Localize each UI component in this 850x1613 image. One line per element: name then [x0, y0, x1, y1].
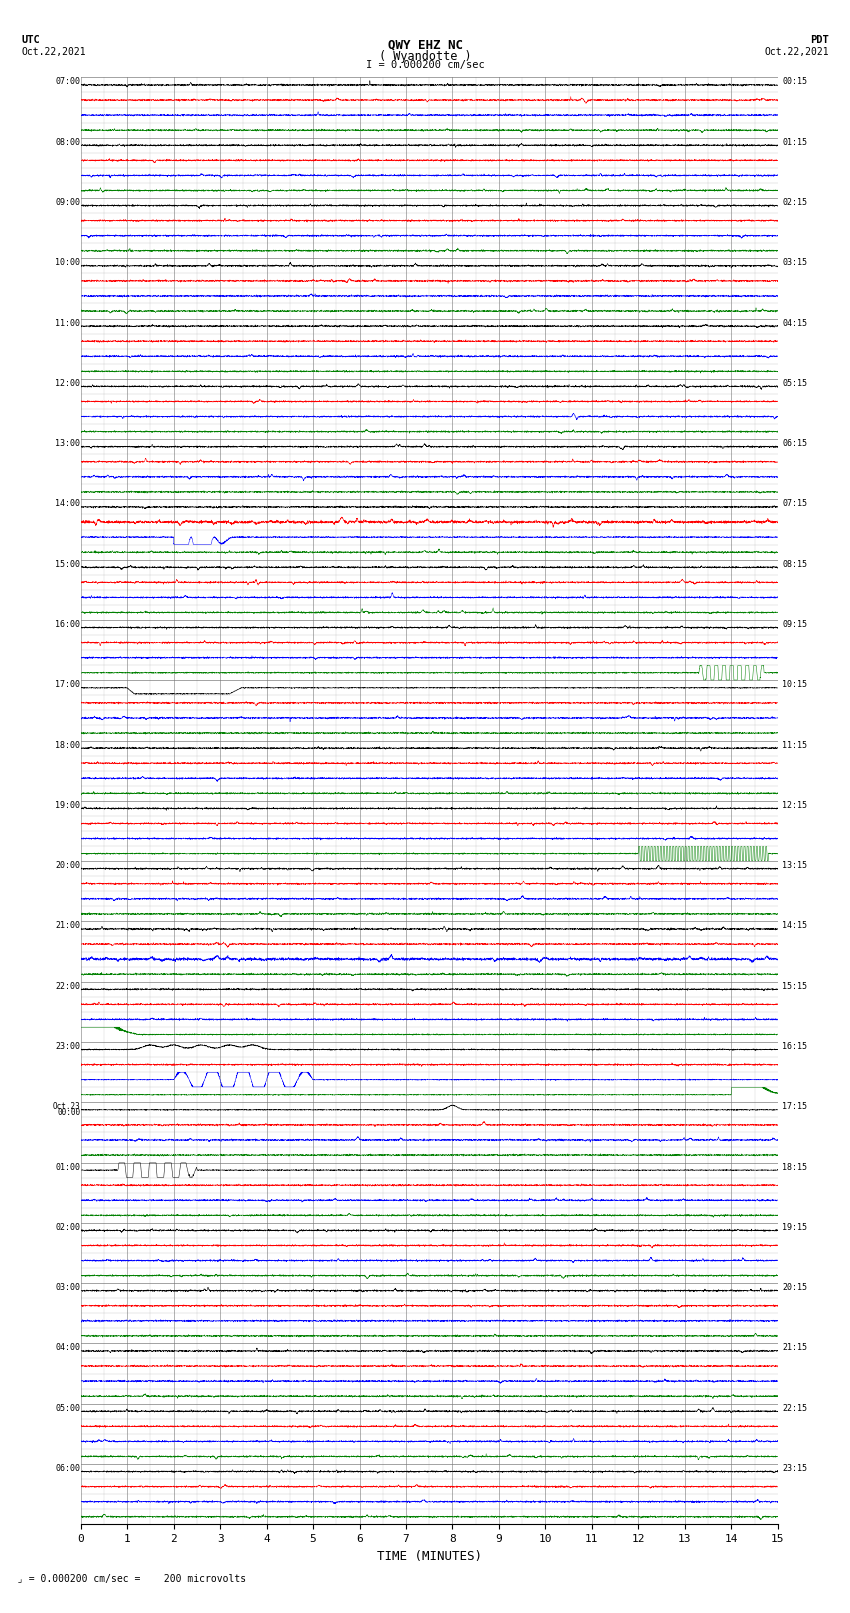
Text: 03:15: 03:15: [782, 258, 807, 268]
Text: 05:15: 05:15: [782, 379, 807, 387]
Text: UTC: UTC: [21, 35, 40, 45]
Text: 08:15: 08:15: [782, 560, 807, 569]
Text: 02:00: 02:00: [55, 1223, 80, 1232]
Text: 00:15: 00:15: [782, 77, 807, 87]
Text: 07:15: 07:15: [782, 500, 807, 508]
Text: 15:15: 15:15: [782, 982, 807, 990]
Text: 14:15: 14:15: [782, 921, 807, 931]
Text: 07:00: 07:00: [55, 77, 80, 87]
Text: 00:00: 00:00: [57, 1108, 80, 1116]
Text: 09:00: 09:00: [55, 198, 80, 206]
Text: I = 0.000200 cm/sec: I = 0.000200 cm/sec: [366, 60, 484, 69]
Text: 12:15: 12:15: [782, 800, 807, 810]
Text: 10:15: 10:15: [782, 681, 807, 689]
Text: 04:15: 04:15: [782, 319, 807, 327]
Text: 20:00: 20:00: [55, 861, 80, 869]
Text: 17:00: 17:00: [55, 681, 80, 689]
Text: QWY EHZ NC: QWY EHZ NC: [388, 39, 462, 52]
Text: 16:15: 16:15: [782, 1042, 807, 1052]
Text: 22:15: 22:15: [782, 1403, 807, 1413]
Text: Oct.23: Oct.23: [53, 1102, 80, 1111]
Text: 11:00: 11:00: [55, 319, 80, 327]
Text: 11:15: 11:15: [782, 740, 807, 750]
Text: 05:00: 05:00: [55, 1403, 80, 1413]
Text: 03:00: 03:00: [55, 1284, 80, 1292]
Text: 12:00: 12:00: [55, 379, 80, 387]
Text: 13:15: 13:15: [782, 861, 807, 869]
Text: Oct.22,2021: Oct.22,2021: [764, 47, 829, 56]
Text: 06:15: 06:15: [782, 439, 807, 448]
Text: 06:00: 06:00: [55, 1465, 80, 1473]
Text: ( Wyandotte ): ( Wyandotte ): [379, 50, 471, 63]
Text: 04:00: 04:00: [55, 1344, 80, 1352]
Text: 20:15: 20:15: [782, 1284, 807, 1292]
Text: 23:15: 23:15: [782, 1465, 807, 1473]
Text: 21:00: 21:00: [55, 921, 80, 931]
Text: 09:15: 09:15: [782, 619, 807, 629]
Text: 18:15: 18:15: [782, 1163, 807, 1171]
Text: 19:00: 19:00: [55, 800, 80, 810]
Text: 18:00: 18:00: [55, 740, 80, 750]
Text: 19:15: 19:15: [782, 1223, 807, 1232]
Text: 22:00: 22:00: [55, 982, 80, 990]
Text: 14:00: 14:00: [55, 500, 80, 508]
Text: 21:15: 21:15: [782, 1344, 807, 1352]
Text: 10:00: 10:00: [55, 258, 80, 268]
Text: 02:15: 02:15: [782, 198, 807, 206]
X-axis label: TIME (MINUTES): TIME (MINUTES): [377, 1550, 482, 1563]
Text: 23:00: 23:00: [55, 1042, 80, 1052]
Text: 01:15: 01:15: [782, 137, 807, 147]
Text: 01:00: 01:00: [55, 1163, 80, 1171]
Text: 15:00: 15:00: [55, 560, 80, 569]
Text: 17:15: 17:15: [782, 1102, 807, 1111]
Text: PDT: PDT: [810, 35, 829, 45]
Text: 16:00: 16:00: [55, 619, 80, 629]
Text: Oct.22,2021: Oct.22,2021: [21, 47, 86, 56]
Text: 13:00: 13:00: [55, 439, 80, 448]
Text: ⌟ = 0.000200 cm/sec =    200 microvolts: ⌟ = 0.000200 cm/sec = 200 microvolts: [17, 1574, 246, 1584]
Text: 08:00: 08:00: [55, 137, 80, 147]
